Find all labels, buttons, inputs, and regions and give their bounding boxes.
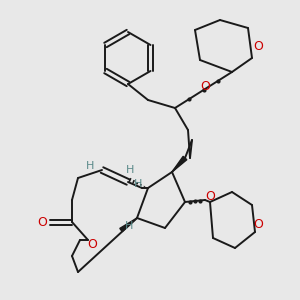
Text: O: O [37,215,47,229]
Text: O: O [253,218,263,230]
Text: O: O [253,40,263,53]
Polygon shape [120,218,137,232]
Polygon shape [172,156,187,172]
Text: H: H [126,165,134,175]
Text: H: H [134,179,142,189]
Text: H: H [86,161,94,171]
Text: H: H [125,221,133,231]
Text: O: O [205,190,215,202]
Text: O: O [87,238,97,251]
Text: O: O [201,80,210,92]
